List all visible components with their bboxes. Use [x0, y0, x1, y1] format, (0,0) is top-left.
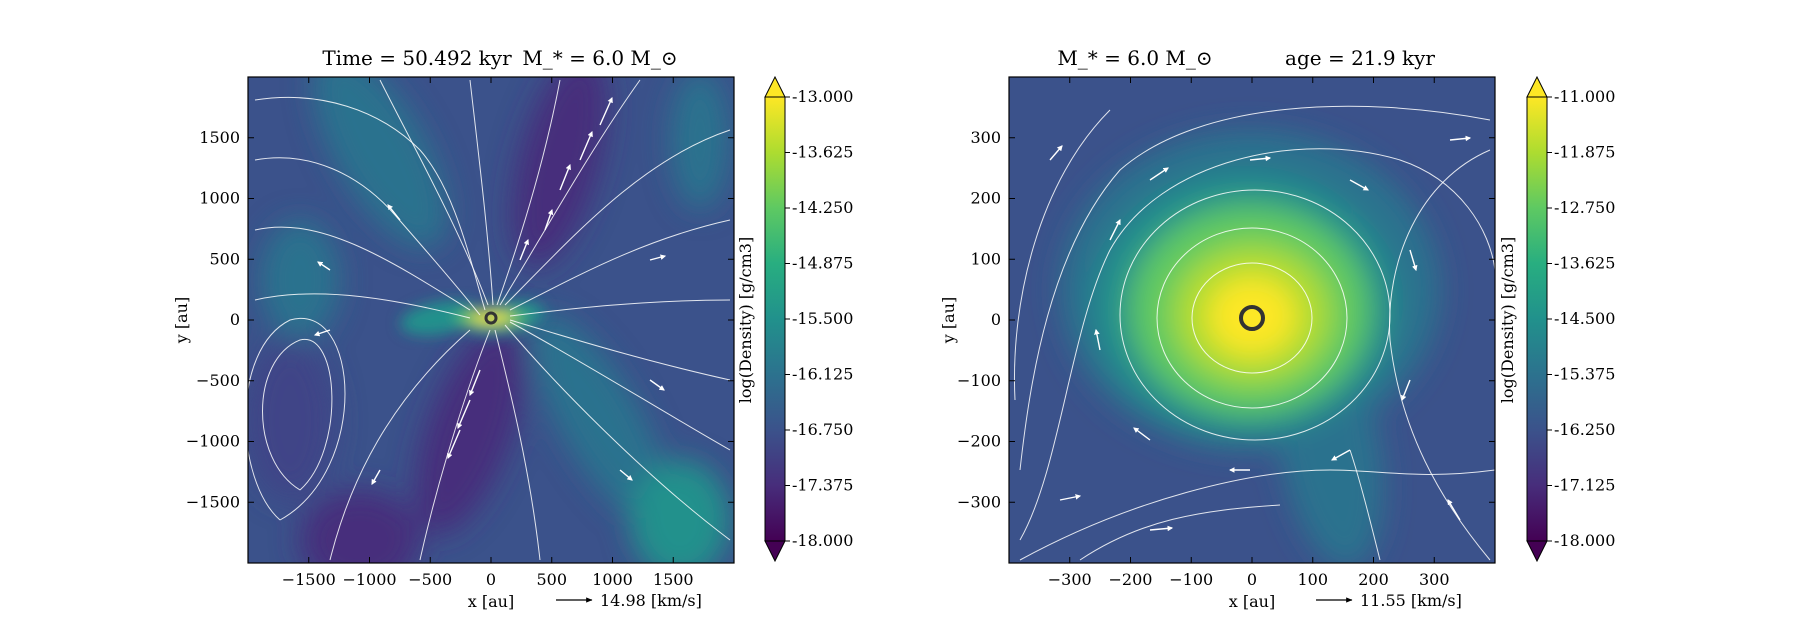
colorbar-tick-label: -17.375	[792, 476, 853, 495]
x-tick-label: −1000	[342, 570, 396, 589]
y-tick-label: 1000	[199, 189, 240, 208]
left-velocity-vectors	[313, 96, 667, 485]
colorbar-tick-label: -15.500	[792, 309, 853, 328]
right-xlabel: x [au]	[1229, 592, 1275, 611]
colorbar-tick-label: -16.125	[792, 365, 853, 384]
left-colorbar: -13.000 -13.625 -14.250 -14.875 -15.500 -16.1…	[736, 75, 853, 563]
right-streamlines	[1013, 105, 1495, 561]
right-plot-area	[1009, 77, 1495, 563]
left-plot-area	[248, 77, 734, 563]
left-vector-key-label: 14.98 [km/s]	[600, 591, 702, 610]
right-colorbar-label: log(Density) [g/cm3]	[1498, 237, 1517, 403]
x-tick-label: −200	[1109, 570, 1153, 589]
left-colorbar-label: log(Density) [g/cm3]	[736, 237, 755, 403]
colorbar-tick-label: -11.000	[1554, 87, 1615, 106]
colorbar-tick-label: -13.000	[792, 87, 853, 106]
right-panel: −300 −200 −100 0 100 200 300 −300 −200 −100 0 100 2…	[939, 46, 1615, 611]
x-tick-label: −1500	[282, 570, 336, 589]
right-velocity-vectors	[1049, 135, 1472, 532]
y-tick-label: −1500	[186, 492, 240, 511]
y-tick-label: 0	[230, 310, 240, 329]
colorbar-tick-label: -17.125	[1554, 476, 1615, 495]
right-y-ticks: −300 −200 −100 0 100 200 300	[957, 128, 1495, 511]
left-ylabel: y [au]	[172, 297, 191, 344]
colorbar-tick-label: -18.000	[1554, 531, 1615, 550]
y-tick-label: 500	[209, 249, 240, 268]
right-title-age: age = 21.9 kyr	[1285, 46, 1435, 70]
x-tick-label: 500	[536, 570, 567, 589]
y-tick-label: −300	[957, 492, 1001, 511]
x-tick-label: −500	[408, 570, 452, 589]
left-title-mass: M_* = 6.0 M_⊙	[522, 46, 677, 70]
x-tick-label: −100	[1169, 570, 1213, 589]
right-colorbar-ticks: -11.000 -11.875 -12.750 -13.625 -14.500 -15.3…	[1547, 87, 1615, 550]
x-tick-label: 0	[1247, 570, 1257, 589]
colorbar-tick-label: -12.750	[1554, 198, 1615, 217]
x-tick-label: 300	[1419, 570, 1450, 589]
x-tick-label: 0	[486, 570, 496, 589]
y-tick-label: 0	[991, 310, 1001, 329]
y-tick-label: 100	[970, 249, 1001, 268]
colorbar-tick-label: -18.000	[792, 531, 853, 550]
colorbar-tick-label: -16.250	[1554, 420, 1615, 439]
right-colorbar: -11.000 -11.875 -12.750 -13.625 -14.500 -15.3…	[1498, 75, 1615, 563]
y-tick-label: −500	[196, 371, 240, 390]
left-colorbar-ticks: -13.000 -13.625 -14.250 -14.875 -15.500 -16.1…	[785, 87, 853, 550]
colorbar-tick-label: -14.875	[792, 254, 853, 273]
y-tick-label: −1000	[186, 432, 240, 451]
x-tick-label: 100	[1297, 570, 1328, 589]
left-colorbar-extend-bottom	[764, 540, 786, 563]
colorbar-tick-label: -13.625	[792, 143, 853, 162]
y-tick-label: 200	[970, 189, 1001, 208]
right-ylabel: y [au]	[939, 297, 958, 344]
left-title-time: Time = 50.492 kyr	[322, 46, 512, 70]
left-panel: −1500 −1000 −500 0 500 1000 1500 −1500 −1000 −50…	[172, 46, 853, 611]
left-sink-particle	[484, 311, 498, 325]
left-y-ticks: −1500 −1000 −500 0 500 1000 1500	[186, 128, 734, 511]
colorbar-tick-label: -14.250	[792, 198, 853, 217]
colorbar-tick-label: -14.500	[1554, 309, 1615, 328]
right-x-ticks: −300 −200 −100 0 100 200 300	[1048, 77, 1450, 589]
right-colorbar-extend-top	[1526, 75, 1548, 98]
colorbar-tick-label: -13.625	[1554, 254, 1615, 273]
right-title-mass: M_* = 6.0 M_⊙	[1057, 46, 1212, 70]
y-tick-label: −200	[957, 432, 1001, 451]
y-tick-label: 300	[970, 128, 1001, 147]
left-xlabel: x [au]	[468, 592, 514, 611]
colorbar-tick-label: -16.750	[792, 420, 853, 439]
right-colorbar-extend-bottom	[1526, 540, 1548, 563]
y-tick-label: 1500	[199, 128, 240, 147]
x-tick-label: 200	[1358, 570, 1389, 589]
colorbar-tick-label: -11.875	[1554, 143, 1615, 162]
left-colorbar-extend-top	[764, 75, 786, 98]
left-streamlines	[248, 79, 731, 561]
y-tick-label: −100	[957, 371, 1001, 390]
colorbar-tick-label: -15.375	[1554, 365, 1615, 384]
x-tick-label: 1000	[592, 570, 633, 589]
x-tick-label: −300	[1048, 570, 1092, 589]
left-x-ticks: −1500 −1000 −500 0 500 1000 1500	[282, 77, 694, 589]
right-sink-particle	[1239, 305, 1265, 331]
x-tick-label: 1500	[653, 570, 694, 589]
right-vector-key-label: 11.55 [km/s]	[1360, 591, 1462, 610]
